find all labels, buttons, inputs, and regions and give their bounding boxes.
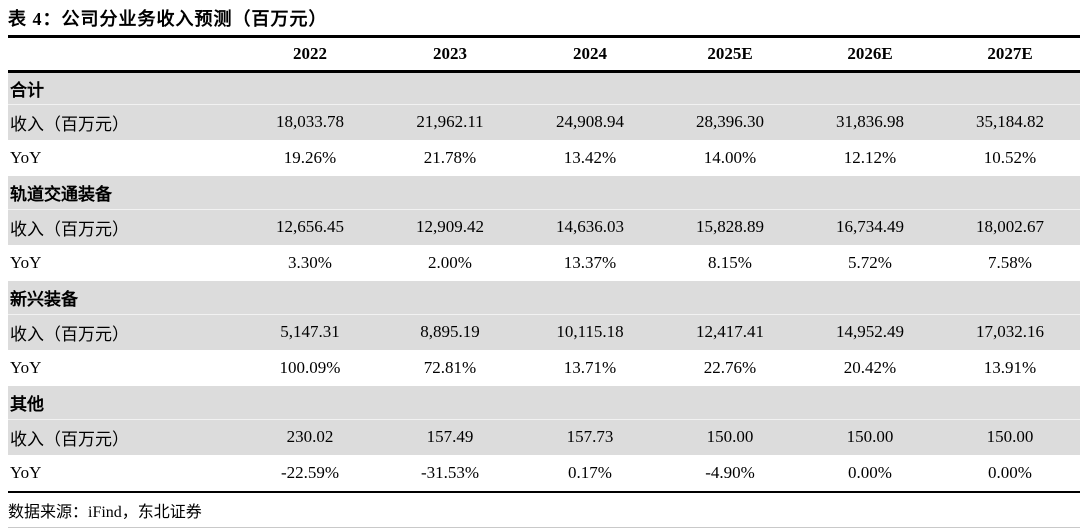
- yoy-value: 21.78%: [423, 148, 477, 167]
- row-label-revenue: 收入（百万元）: [10, 429, 129, 449]
- yoy-value: -22.59%: [280, 463, 340, 482]
- yoy-value: 12.12%: [843, 148, 897, 167]
- revenue-row: 收入（百万元） 230.02 157.49 157.73 150.00 150.…: [8, 419, 1080, 455]
- revenue-value: 150.00: [706, 427, 754, 447]
- row-label-revenue: 收入（百万元）: [10, 219, 129, 239]
- label-column-header: [8, 38, 240, 73]
- row-label-yoy: YoY: [10, 148, 42, 167]
- revenue-value: 14,636.03: [556, 217, 624, 237]
- year-header: 2027E: [940, 38, 1080, 73]
- revenue-value: 15,828.89: [696, 217, 764, 237]
- revenue-value: 28,396.30: [696, 112, 764, 132]
- revenue-row: 收入（百万元） 5,147.31 8,895.19 10,115.18 12,4…: [8, 314, 1080, 350]
- revenue-value: 150.00: [986, 427, 1034, 447]
- revenue-value: 5,147.31: [280, 322, 340, 342]
- yoy-value: 10.52%: [983, 148, 1037, 167]
- yoy-value: 20.42%: [843, 358, 897, 377]
- revenue-row: 收入（百万元） 18,033.78 21,962.11 24,908.94 28…: [8, 104, 1080, 140]
- year-header: 2025E: [660, 38, 800, 73]
- revenue-value: 12,417.41: [696, 322, 764, 342]
- section-header-row: 合计: [8, 71, 1080, 105]
- yoy-value: 0.00%: [988, 463, 1032, 482]
- revenue-value: 35,184.82: [976, 112, 1044, 132]
- year-header: 2022: [240, 38, 380, 73]
- revenue-forecast-table: 2022 2023 2024 2025E 2026E 2027E 合计 收入（百…: [8, 38, 1080, 491]
- row-label-revenue: 收入（百万元）: [10, 324, 129, 344]
- revenue-row: 收入（百万元） 12,656.45 12,909.42 14,636.03 15…: [8, 209, 1080, 245]
- yoy-value: 13.42%: [563, 148, 617, 167]
- yoy-value: -31.53%: [420, 463, 480, 482]
- yoy-value: 8.15%: [708, 253, 752, 272]
- table-title: 表 4：公司分业务收入预测（百万元）: [8, 9, 328, 29]
- yoy-value: 72.81%: [423, 358, 477, 377]
- year-header: 2026E: [800, 38, 940, 73]
- yoy-value: 13.37%: [563, 253, 617, 272]
- yoy-value: 13.91%: [983, 358, 1037, 377]
- revenue-value: 16,734.49: [836, 217, 904, 237]
- section-header-row: 轨道交通装备: [8, 176, 1080, 210]
- yoy-value: 0.17%: [568, 463, 612, 482]
- yoy-value: 3.30%: [288, 253, 332, 272]
- yoy-row: YoY -22.59% -31.53% 0.17% -4.90% 0.00% 0…: [8, 455, 1080, 491]
- year-header-row: 2022 2023 2024 2025E 2026E 2027E: [8, 38, 1080, 73]
- revenue-value: 150.00: [846, 427, 894, 447]
- section-header-row: 新兴装备: [8, 281, 1080, 315]
- revenue-value: 17,032.16: [976, 322, 1044, 342]
- row-label-revenue: 收入（百万元）: [10, 114, 129, 134]
- yoy-value: 22.76%: [703, 358, 757, 377]
- yoy-row: YoY 100.09% 72.81% 13.71% 22.76% 20.42% …: [8, 350, 1080, 386]
- row-label-yoy: YoY: [10, 358, 42, 377]
- yoy-row: YoY 3.30% 2.00% 13.37% 8.15% 5.72% 7.58%: [8, 245, 1080, 281]
- section-title: 合计: [8, 71, 1080, 105]
- revenue-value: 12,656.45: [276, 217, 344, 237]
- section-header-row: 其他: [8, 386, 1080, 420]
- revenue-value: 18,002.67: [976, 217, 1044, 237]
- section-title: 轨道交通装备: [8, 176, 1080, 210]
- yoy-value: 19.26%: [283, 148, 337, 167]
- section-title: 新兴装备: [8, 281, 1080, 315]
- yoy-value: 13.71%: [563, 358, 617, 377]
- year-header: 2024: [520, 38, 660, 73]
- year-header: 2023: [380, 38, 520, 73]
- section-title: 其他: [8, 386, 1080, 420]
- row-label-yoy: YoY: [10, 253, 42, 272]
- yoy-value: 5.72%: [848, 253, 892, 272]
- yoy-value: -4.90%: [705, 463, 755, 482]
- yoy-value: 100.09%: [279, 358, 341, 377]
- yoy-row: YoY 19.26% 21.78% 13.42% 14.00% 12.12% 1…: [8, 140, 1080, 176]
- yoy-value: 7.58%: [988, 253, 1032, 272]
- revenue-value: 14,952.49: [836, 322, 904, 342]
- revenue-value: 31,836.98: [836, 112, 904, 132]
- revenue-value: 24,908.94: [556, 112, 624, 132]
- revenue-value: 18,033.78: [276, 112, 344, 132]
- yoy-value: 2.00%: [428, 253, 472, 272]
- row-label-yoy: YoY: [10, 463, 42, 482]
- revenue-value: 10,115.18: [556, 322, 624, 342]
- revenue-value: 8,895.19: [420, 322, 480, 342]
- data-source: 数据来源：iFind，东北证券: [8, 504, 202, 521]
- yoy-value: 14.00%: [703, 148, 757, 167]
- revenue-value: 157.49: [426, 427, 474, 447]
- table-bottom-divider: [8, 491, 1080, 493]
- revenue-value: 12,909.42: [416, 217, 484, 237]
- yoy-value: 0.00%: [848, 463, 892, 482]
- revenue-value: 230.02: [286, 427, 334, 447]
- revenue-value: 157.73: [566, 427, 614, 447]
- title-divider: [8, 35, 1080, 38]
- revenue-value: 21,962.11: [416, 112, 484, 132]
